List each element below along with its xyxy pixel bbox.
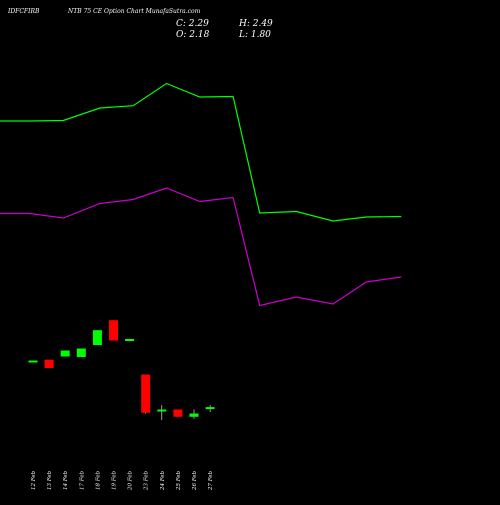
x-tick-label: 27 Feb [208, 470, 214, 491]
candle-body [28, 360, 38, 363]
candle [109, 320, 118, 341]
close-value: C: 2.29 [176, 19, 209, 29]
upper-band-line [0, 82, 402, 222]
chart-subtitle: NTB 75 CE Option Chart MunafaSutra.com [68, 8, 201, 15]
x-tick-label: 17 Feb [79, 470, 85, 490]
lower-band-line [0, 187, 402, 307]
candle [141, 374, 151, 414]
open-value: O: 2.18 [176, 30, 210, 40]
candle-body [125, 339, 135, 341]
x-tick-label: 24 Feb [160, 470, 166, 491]
candle [173, 409, 183, 417]
candle [125, 339, 135, 341]
x-tick-label: 14 Feb [63, 470, 69, 490]
symbol-label: IDFCFIRB [8, 8, 40, 15]
candle [157, 405, 167, 420]
candle [205, 405, 215, 412]
candle [92, 330, 102, 345]
x-tick-label: 25 Feb [176, 470, 182, 491]
low-value: L: 1.80 [239, 30, 271, 40]
candle-body [44, 359, 54, 368]
candle [44, 359, 54, 368]
candle-body [205, 407, 215, 410]
bands-layer [0, 82, 402, 307]
candles-layer [28, 320, 215, 420]
candle [60, 350, 70, 357]
candle [76, 348, 86, 357]
x-tick-label: 26 Feb [192, 470, 198, 491]
candle-body [109, 320, 118, 341]
x-tick-label: 19 Feb [112, 470, 118, 490]
candle-body [60, 350, 70, 357]
x-tick-label: 12 Feb [31, 470, 37, 490]
candle [189, 409, 199, 419]
candle-body [141, 374, 151, 413]
candle-body [76, 348, 86, 357]
x-tick-label: 23 Feb [144, 470, 150, 491]
candle-body [189, 413, 199, 417]
candle-body [173, 409, 183, 417]
x-axis-ticks: 12 Feb 13 Feb 14 Feb 17 Feb 18 Feb 19 Feb 20 F… [31, 470, 214, 491]
candle [28, 360, 38, 363]
x-tick-label: 18 Feb [95, 470, 101, 490]
candle-body [157, 409, 167, 412]
high-value: H: 2.49 [239, 19, 273, 29]
x-tick-label: 20 Feb [128, 470, 134, 491]
x-tick-label: 13 Feb [47, 470, 53, 490]
candle-body [92, 330, 102, 345]
